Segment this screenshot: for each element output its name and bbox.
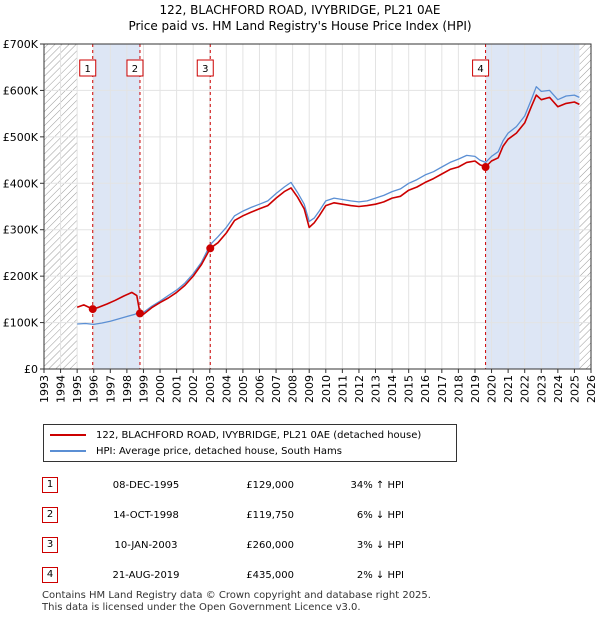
x-tick-label: 2024 [552, 375, 565, 403]
y-tick-label: £0 [24, 363, 38, 376]
x-tick-label: 2022 [519, 375, 532, 403]
x-tick-label: 2014 [386, 375, 399, 403]
sale-date: 21-AUG-2019 [112, 569, 180, 581]
series-line-hpi [77, 86, 580, 326]
series-line-property [76, 94, 580, 315]
sale-hpi-change: 34% ↑ HPI [350, 479, 404, 491]
x-tick-label: 2012 [353, 375, 366, 403]
sale-marker-label: 2 [132, 64, 138, 75]
sale-date: 14-OCT-1998 [113, 509, 179, 521]
y-tick-label: £500K [3, 131, 39, 144]
legend-swatch-red [50, 434, 86, 436]
legend-label-property: 122, BLACHFORD ROAD, IVYBRIDGE, PL21 0AE… [96, 429, 422, 441]
sale-date: 10-JAN-2003 [114, 539, 178, 551]
y-tick-label: £600K [3, 84, 39, 97]
sale-marker-box [472, 59, 490, 77]
x-tick-label: 1993 [38, 375, 51, 403]
x-tick-label: 2023 [535, 375, 548, 403]
x-tick-label: 2008 [287, 375, 300, 403]
x-tick-label: 2020 [486, 375, 499, 403]
footer: Contains HM Land Registry data © Crown c… [42, 590, 431, 614]
sale-point [481, 163, 490, 172]
y-tick-label: £300K [3, 224, 39, 237]
x-tick-label: 2021 [502, 375, 515, 403]
x-tick-label: 1996 [88, 375, 101, 403]
legend-label-hpi: HPI: Average price, detached house, Sout… [96, 445, 342, 457]
chart-subtitle: Price paid vs. HM Land Registry's House … [128, 19, 472, 33]
table-row: 3 10-JAN-2003 £260,000 3% ↓ HPI [42, 530, 404, 560]
legend-item-hpi: HPI: Average price, detached house, Sout… [50, 444, 342, 458]
x-tick-label: 1995 [71, 375, 84, 403]
x-tick-label: 2004 [220, 375, 233, 403]
x-tick-label: 2016 [419, 375, 432, 403]
sale-price: £119,750 [246, 509, 294, 521]
x-tick-label: 2019 [469, 375, 482, 403]
x-tick-label: 2009 [303, 375, 316, 403]
x-tick-label: 2015 [403, 375, 416, 403]
x-tick-label: 1998 [121, 375, 134, 403]
legend-swatch-blue [50, 450, 86, 452]
x-tick-label: 2026 [585, 375, 598, 403]
x-tick-label: 1994 [55, 375, 68, 403]
x-tick-label: 2006 [254, 375, 267, 403]
x-tick-label: 2002 [187, 375, 200, 403]
sale-hpi-change: 3% ↓ HPI [356, 539, 404, 551]
sale-point [135, 309, 144, 318]
sale-hpi-change: 6% ↓ HPI [356, 509, 404, 521]
x-tick-label: 1999 [138, 375, 151, 403]
footer-copyright: Contains HM Land Registry data © Crown c… [42, 590, 431, 601]
sale-marker-box [126, 59, 144, 77]
sale-point [206, 244, 215, 253]
sale-marker-label: 4 [477, 64, 483, 75]
sale-price: £129,000 [246, 479, 294, 491]
sale-price: £435,000 [246, 569, 294, 581]
footer-licence: This data is licensed under the Open Gov… [42, 602, 361, 613]
x-tick-label: 2001 [171, 375, 184, 403]
sale-point [88, 305, 97, 314]
sale-marker-box [79, 59, 97, 77]
legend-item-property: 122, BLACHFORD ROAD, IVYBRIDGE, PL21 0AE… [50, 428, 421, 442]
sale-number-badge: 4 [42, 567, 58, 583]
ownership-band [485, 44, 580, 369]
sale-number-badge: 2 [42, 507, 58, 523]
sale-marker-label: 1 [85, 64, 91, 75]
x-tick-label: 2025 [568, 375, 581, 403]
x-tick-label: 2017 [436, 375, 449, 403]
transactions-table: 1 08-DEC-1995 £129,000 34% ↑ HPI 2 14-OCT-199… [42, 470, 404, 590]
x-tick-label: 2018 [452, 375, 465, 403]
sale-price: £260,000 [246, 539, 294, 551]
table-row: 1 08-DEC-1995 £129,000 34% ↑ HPI [42, 470, 404, 500]
sale-date: 08-DEC-1995 [112, 479, 180, 491]
table-row: 4 21-AUG-2019 £435,000 2% ↓ HPI [42, 560, 404, 590]
y-tick-label: £700K [3, 38, 39, 51]
sale-hpi-change: 2% ↓ HPI [356, 569, 404, 581]
legend: 122, BLACHFORD ROAD, IVYBRIDGE, PL21 0AE… [43, 424, 457, 462]
x-tick-label: 2000 [154, 375, 167, 403]
y-tick-label: £200K [3, 270, 39, 283]
x-tick-label: 2010 [320, 375, 333, 403]
x-tick-label: 2007 [270, 375, 283, 403]
y-tick-label: £100K [3, 317, 39, 330]
chart-title: 122, BLACHFORD ROAD, IVYBRIDGE, PL21 0AE [159, 3, 441, 17]
x-tick-label: 2005 [237, 375, 250, 403]
x-tick-label: 2013 [370, 375, 383, 403]
price-chart: 1 2 3 4 £0 £100K £200K £300K £400K £500K £600K £70… [3, 38, 598, 403]
sale-marker-box [196, 59, 214, 77]
hatched-area [579, 44, 591, 369]
sale-number-badge: 1 [42, 477, 58, 493]
y-tick-label: £400K [3, 177, 39, 190]
x-tick-label: 2011 [336, 375, 349, 403]
sale-number-badge: 3 [42, 537, 58, 553]
x-tick-label: 1997 [104, 375, 117, 403]
sale-marker-label: 3 [202, 64, 208, 75]
x-tick-label: 2003 [204, 375, 217, 403]
table-row: 2 14-OCT-1998 £119,750 6% ↓ HPI [42, 500, 404, 530]
plot-frame [43, 43, 592, 370]
ownership-band [92, 44, 140, 369]
